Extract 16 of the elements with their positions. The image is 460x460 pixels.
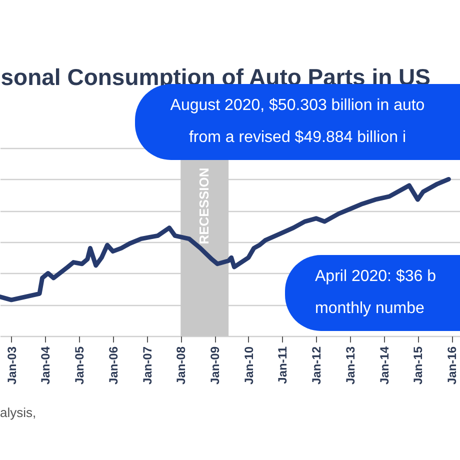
x-tick-label: Jan-11	[276, 346, 290, 384]
x-tick-label: Jan-05	[72, 346, 87, 385]
x-tick-label: Jan-06	[106, 346, 120, 385]
x-tick-label: Jan-08	[174, 346, 188, 385]
x-tick-label: Jan-14	[377, 346, 392, 385]
x-tick-label: Jan-07	[140, 346, 154, 385]
x-tick-label: Jan-09	[208, 346, 222, 385]
x-tick-label: Jan-04	[38, 346, 53, 385]
text: alysis,	[0, 405, 36, 420]
x-tick-label: Jan-03	[4, 346, 19, 385]
x-tick-label: Jan-12	[310, 346, 324, 385]
x-tick-label: Jan-15	[411, 346, 426, 385]
x-tick-label: Jan-10	[242, 346, 256, 385]
x-tick-label: Jan-13	[344, 346, 358, 385]
text: August 2020, $50.303 billion in auto from a revised $49.884 billion i	[170, 97, 425, 146]
x-tick-label: Jan-16	[445, 346, 460, 385]
